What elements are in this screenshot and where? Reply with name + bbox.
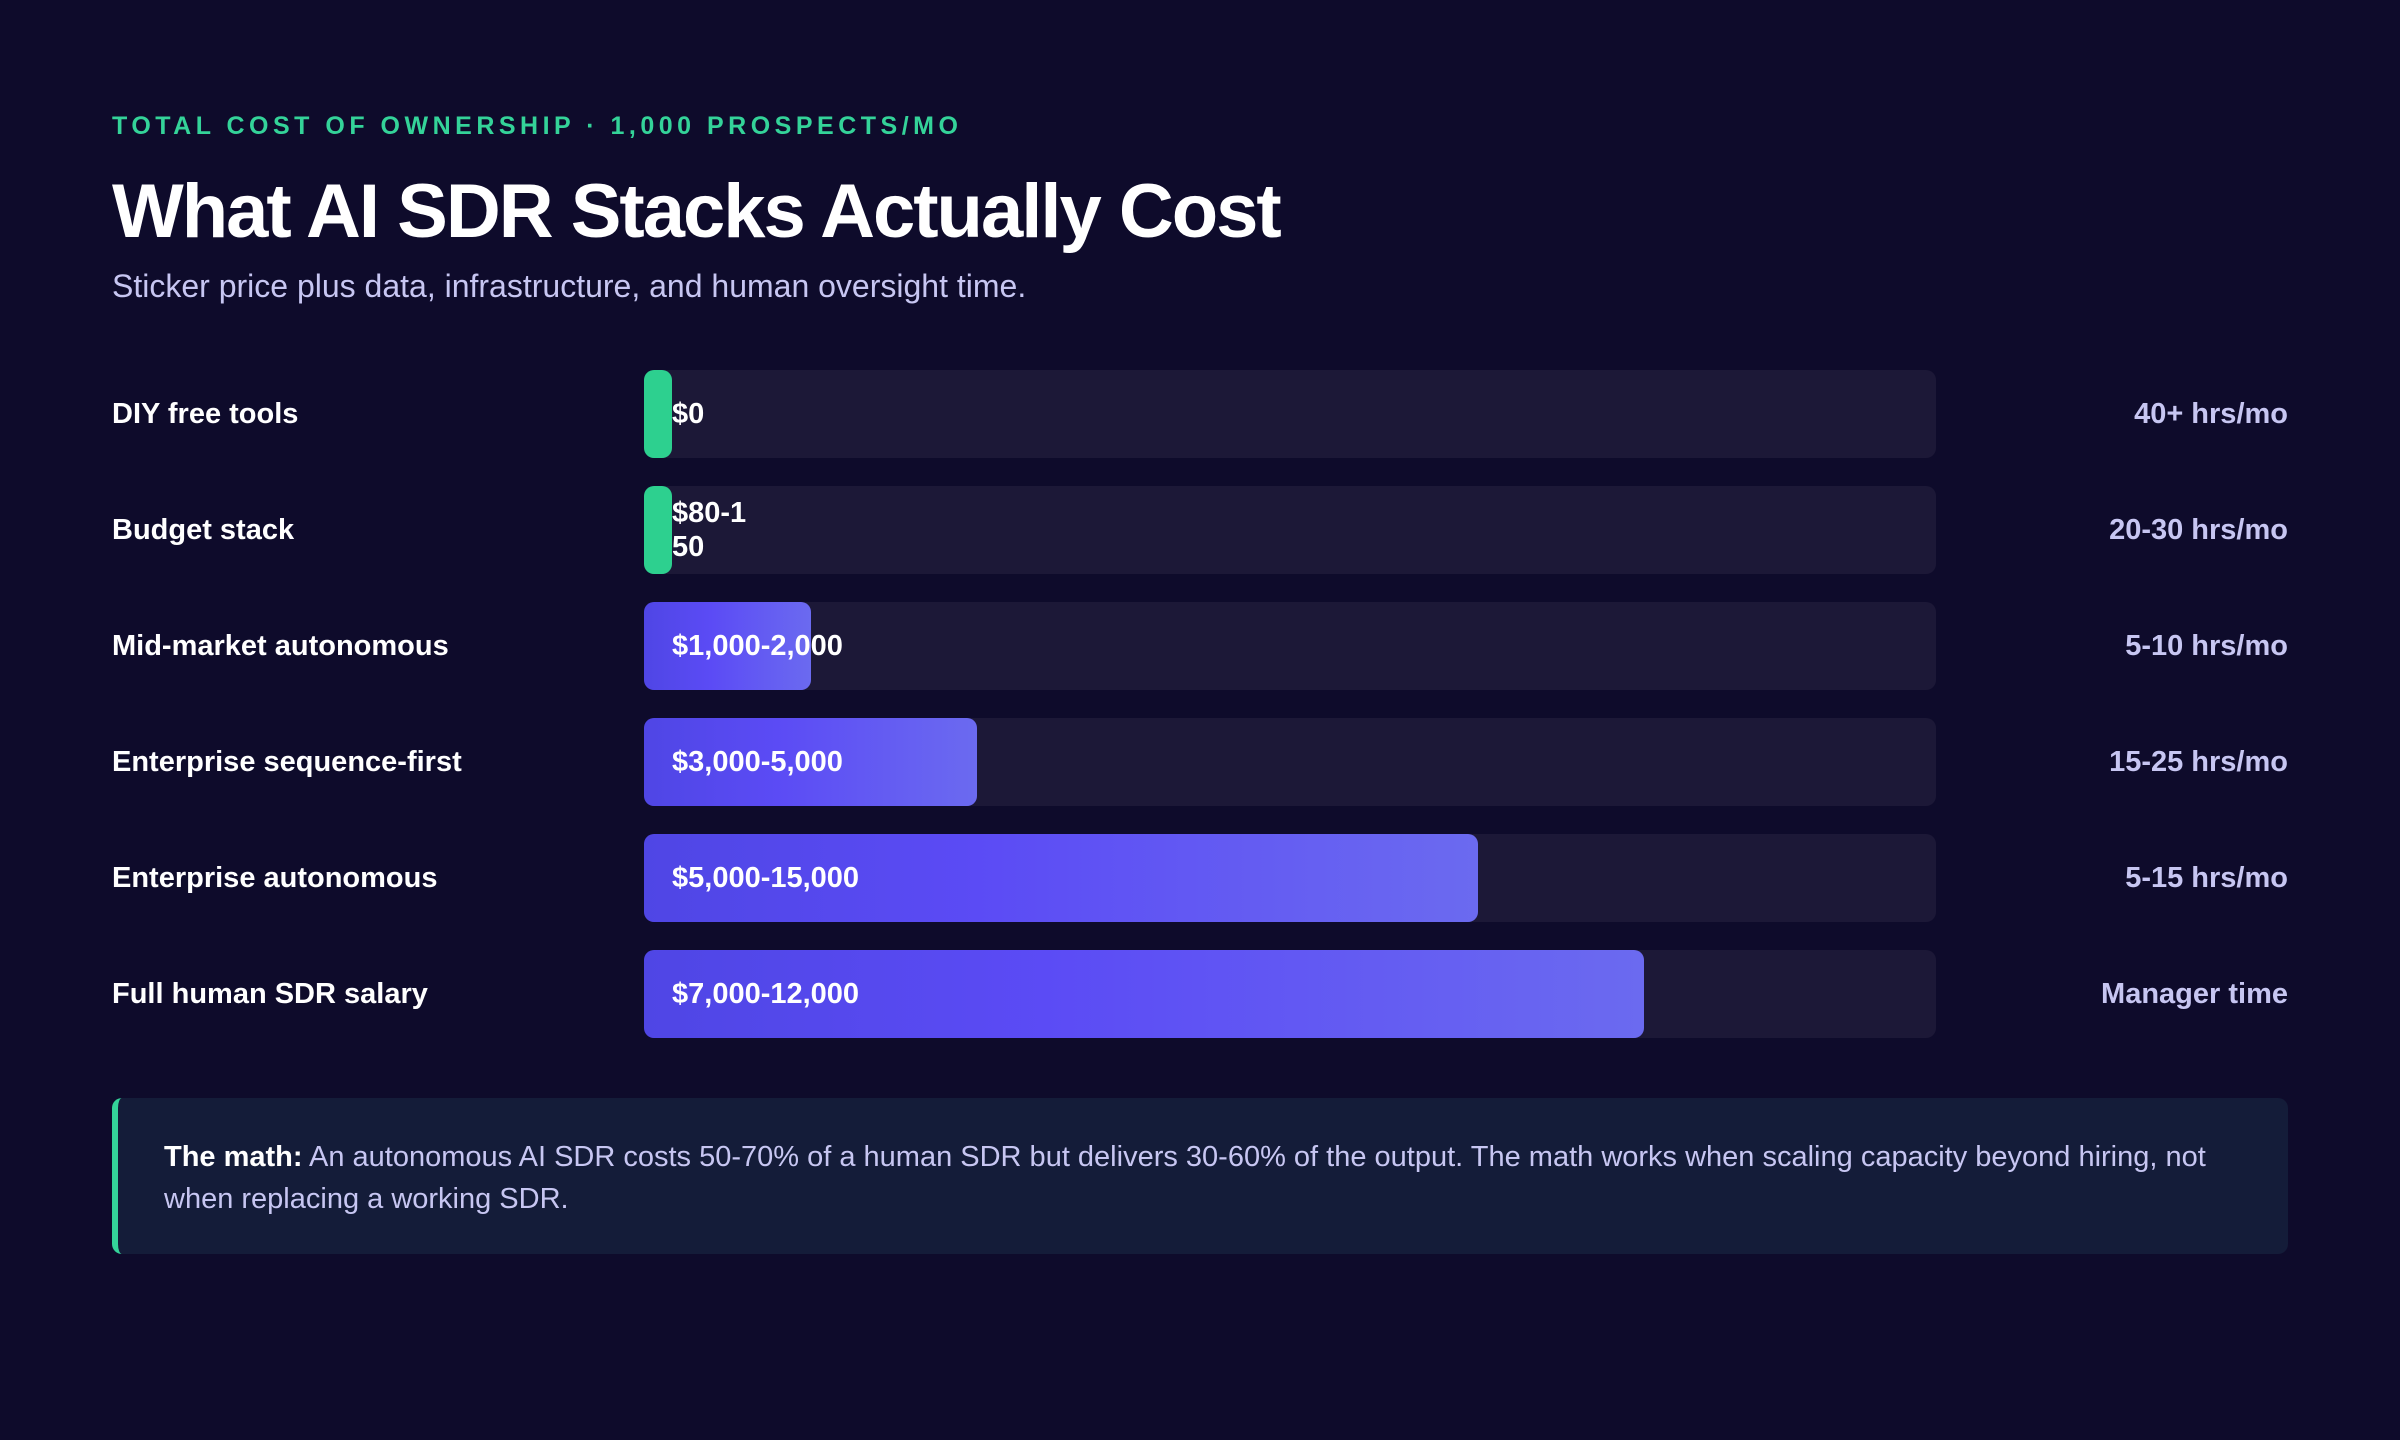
- category-label: Enterprise sequence-first: [112, 746, 462, 778]
- bar-value-label: $80-150: [672, 497, 747, 563]
- oversight-hours-label: 15-25 hrs/mo: [2109, 746, 2288, 778]
- bar-row-diy-free-tools: DIY free tools $0 40+ hrs/mo: [112, 370, 2288, 458]
- bar-track: $80-150: [644, 486, 1936, 574]
- bar: [644, 486, 672, 574]
- callout-text: An autonomous AI SDR costs 50-70% of a h…: [164, 1141, 2206, 1215]
- bar-chart: DIY free tools $0 40+ hrs/mo Budget stack $8…: [112, 370, 2288, 1038]
- bar-value-label: $0: [672, 398, 705, 430]
- bar-track: $1,000-2,000: [644, 602, 1936, 690]
- chart-subtitle: Sticker price plus data, infrastructure,…: [112, 268, 1027, 304]
- bar-row-mid-market-autonomous: Mid-market autonomous $1,000-2,000 5-10 hr…: [112, 602, 2288, 690]
- category-label: Enterprise autonomous: [112, 862, 438, 894]
- oversight-hours-label: Manager time: [2101, 978, 2288, 1010]
- bar-value-label: $5,000-15,000: [672, 862, 860, 894]
- bar-track: $0: [644, 370, 1936, 458]
- oversight-hours-label: 5-10 hrs/mo: [2125, 630, 2288, 662]
- bar: [644, 602, 811, 690]
- bar-value-label: $1,000-2,000: [672, 630, 843, 662]
- category-label: Budget stack: [112, 514, 295, 546]
- bar-track: $5,000-15,000: [644, 834, 1936, 922]
- oversight-hours-label: 20-30 hrs/mo: [2109, 514, 2288, 546]
- bar: [644, 950, 1644, 1038]
- bar: [644, 718, 977, 806]
- category-label: Full human SDR salary: [112, 978, 428, 1010]
- oversight-hours-label: 40+ hrs/mo: [2134, 398, 2288, 430]
- bar-track: $7,000-12,000: [644, 950, 1936, 1038]
- bar-row-budget-stack: Budget stack $80-150 20-30 hrs/mo: [112, 486, 2288, 574]
- eyebrow-label: TOTAL COST OF OWNERSHIP · 1,000 PROSPECT…: [112, 112, 963, 140]
- bar: [644, 834, 1478, 922]
- bar-row-full-human-sdr-salary: Full human SDR salary $7,000-12,000 Manage…: [112, 950, 2288, 1038]
- bar: [644, 370, 672, 458]
- bar-row-enterprise-autonomous: Enterprise autonomous $5,000-15,000 5-15 h…: [112, 834, 2288, 922]
- category-label: DIY free tools: [112, 398, 299, 430]
- bar-value-label: $3,000-5,000: [672, 746, 843, 778]
- callout-lead: The math:: [164, 1141, 303, 1173]
- category-label: Mid-market autonomous: [112, 630, 449, 662]
- page: TOTAL COST OF OWNERSHIP · 1,000 PROSPECT…: [112, 110, 2288, 1254]
- math-callout: The math: An autonomous AI SDR costs 50-…: [112, 1098, 2288, 1254]
- bar-track: $3,000-5,000: [644, 718, 1936, 806]
- bar-row-enterprise-sequence-first: Enterprise sequence-first $3,000-5,000 15-…: [112, 718, 2288, 806]
- bar-value-label: $7,000-12,000: [672, 978, 860, 1010]
- chart-title: What AI SDR Stacks Actually Cost: [112, 169, 1282, 254]
- oversight-hours-label: 5-15 hrs/mo: [2125, 862, 2288, 894]
